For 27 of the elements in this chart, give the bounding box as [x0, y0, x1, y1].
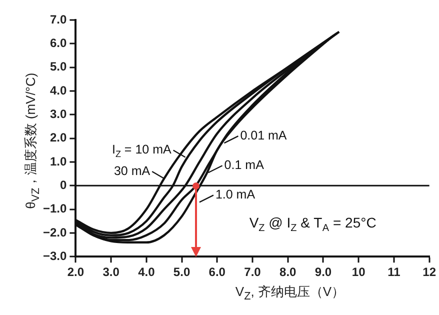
x-tick-label: 3.0 — [102, 265, 120, 280]
x-tick-label: 10 — [352, 265, 366, 280]
x-tick-label: 5.0 — [173, 265, 190, 280]
x-tick-label: 8.0 — [280, 265, 297, 280]
x-tick-label: 7.0 — [244, 265, 262, 280]
x-tick-label: 9.0 — [314, 265, 332, 280]
y-tick-label: −2.0 — [42, 225, 67, 240]
annotation: 30 mA — [114, 164, 151, 178]
y-tick-label: −3.0 — [42, 248, 67, 263]
y-tick-label: −1.0 — [42, 202, 67, 216]
x-tick-label: 2.0 — [67, 265, 84, 280]
y-tick-label: 0 — [60, 178, 67, 192]
y-tick-label: 5.0 — [50, 60, 68, 74]
y-tick-label: 4.0 — [50, 83, 68, 98]
x-tick-label: 12 — [422, 265, 436, 280]
y-tick-label: 6.0 — [50, 36, 68, 50]
y-tick-label: 7.0 — [50, 12, 68, 26]
x-tick-label: 6.0 — [208, 265, 226, 280]
y-tick-label: 2.0 — [50, 130, 68, 145]
y-tick-label: 3.0 — [50, 106, 68, 121]
annotation: 0.01 mA — [240, 128, 288, 142]
y-tick-label: 1.0 — [50, 154, 68, 168]
x-tick-label: 11 — [388, 265, 401, 280]
annotation: 0.1 mA — [224, 158, 265, 172]
x-tick-label: 4.0 — [138, 265, 156, 280]
annotation: 1.0 mA — [215, 188, 256, 202]
x-axis-title: V$_{Z}$, 齐纳电压（V） — [234, 283, 346, 303]
